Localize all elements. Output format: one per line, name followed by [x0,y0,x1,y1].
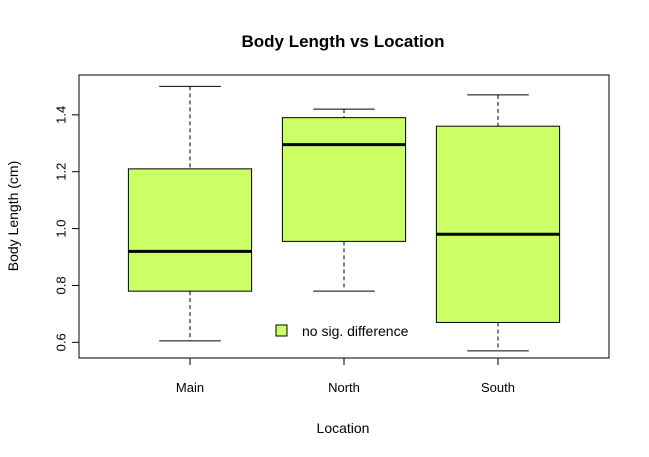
legend: no sig. difference [275,323,409,339]
iqr-box [281,117,407,242]
iqr-box [435,125,561,323]
x-axis: Main North South [176,358,515,395]
box-group [127,85,561,352]
chart-title: Body Length vs Location [241,32,444,51]
y-axis-label: Body Length (cm) [5,161,21,272]
box-south [435,94,561,352]
y-tick-label: 0.6 [54,333,69,351]
y-axis: 0.6 0.8 1.0 1.2 1.4 [54,106,79,351]
x-tick-label: Main [176,380,204,395]
legend-swatch [275,324,288,337]
box-north [281,108,407,292]
y-tick-label: 1.2 [54,163,69,181]
y-tick-label: 1.4 [54,106,69,124]
x-axis-label: Location [317,420,370,436]
y-tick-label: 1.0 [54,220,69,238]
legend-label: no sig. difference [302,323,409,339]
x-tick-label: North [328,380,360,395]
iqr-box [127,168,253,292]
y-tick-label: 0.8 [54,276,69,294]
box-main [127,85,253,342]
x-tick-label: South [481,380,515,395]
